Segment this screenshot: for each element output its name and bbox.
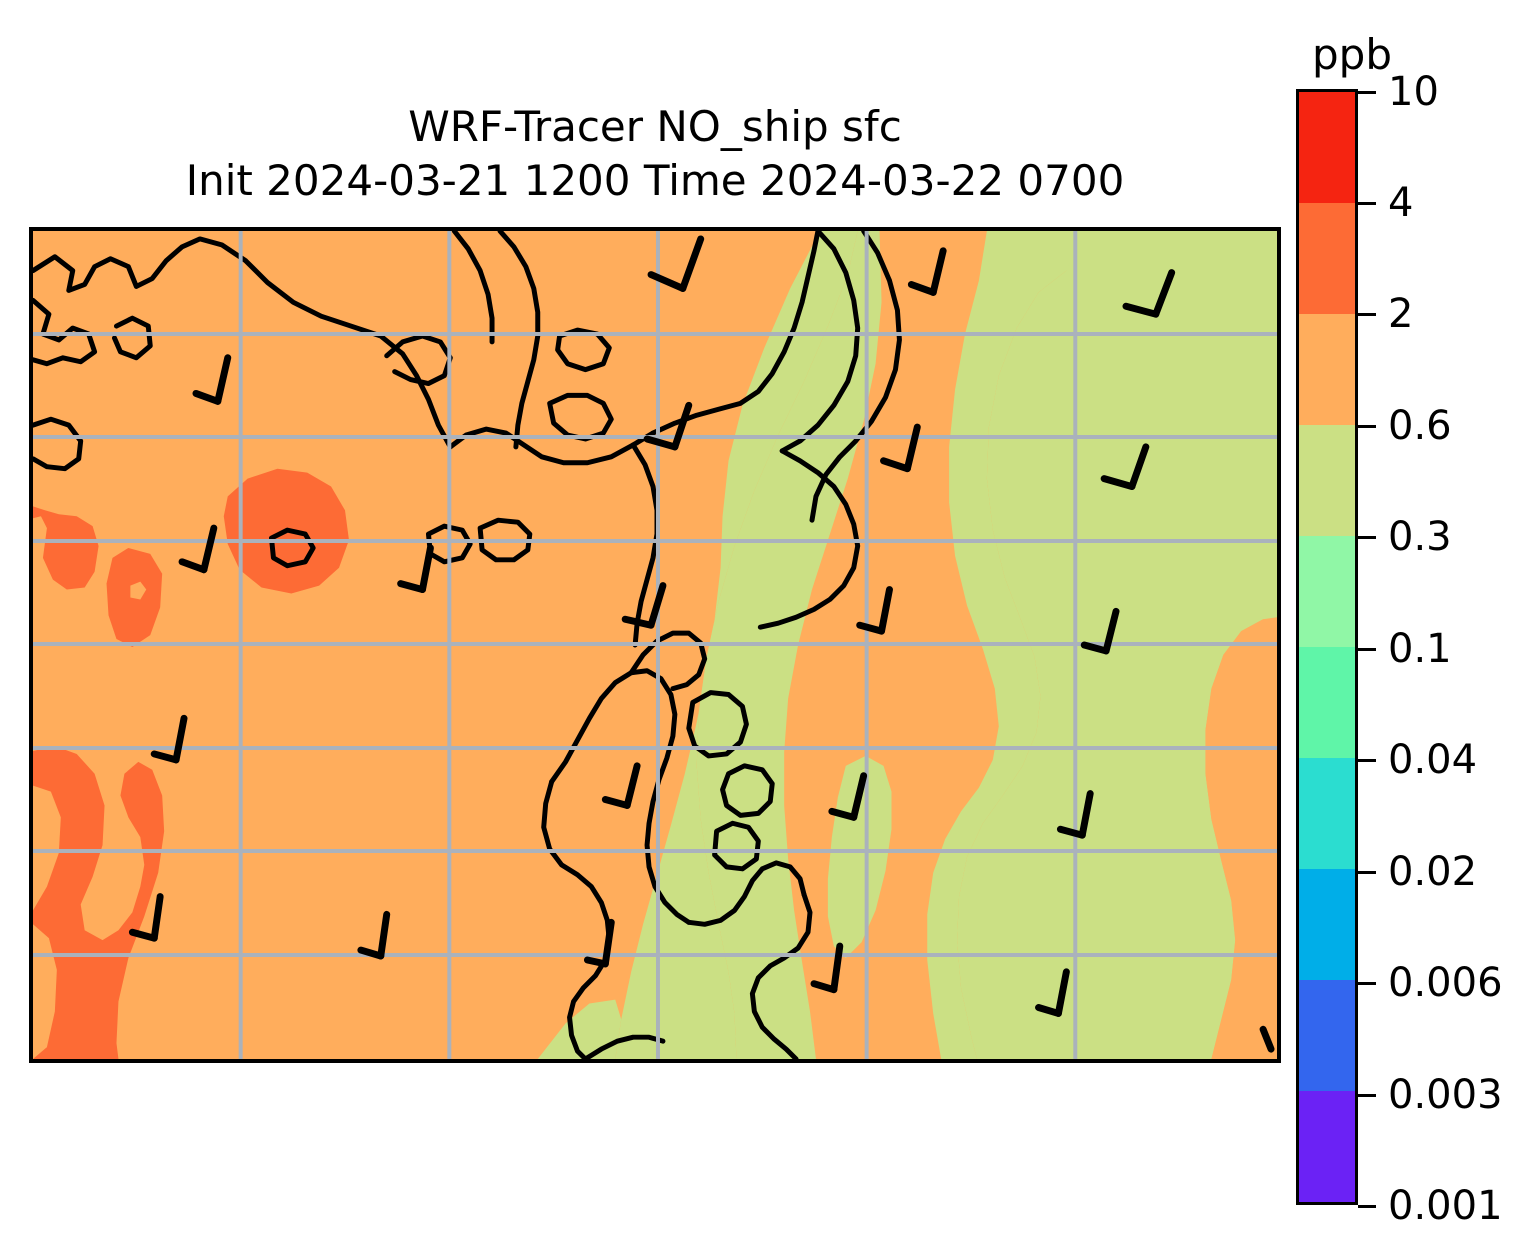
wind-barb (1056, 790, 1094, 839)
wind-barb (621, 582, 667, 629)
tick-label: 0.1 (1388, 626, 1452, 672)
tick-label: 0.02 (1388, 849, 1478, 895)
tick-mark (1358, 424, 1376, 428)
colorbar-tick: 0.006 (1358, 960, 1503, 1006)
tick-mark (1358, 1093, 1376, 1097)
colorbar-band-2-4 (1299, 203, 1355, 314)
colorbar-tick: 0.04 (1358, 737, 1477, 783)
tick-mark (1358, 90, 1376, 94)
wind-barb (1100, 443, 1150, 490)
colorbar-tick: 0.3 (1358, 514, 1452, 560)
colorbar-band-0.003-0.006 (1299, 980, 1355, 1091)
tick-label: 0.6 (1388, 403, 1452, 449)
page-title: WRF-Tracer NO_ship sfc Init 2024-03-21 1… (185, 102, 1125, 205)
wind-barb (907, 247, 947, 296)
tick-mark (1358, 870, 1376, 874)
wind-barb (583, 918, 615, 968)
wind-barb (357, 910, 391, 960)
tick-mark (1358, 201, 1376, 205)
colorbar-band-0.02-0.04 (1299, 758, 1355, 869)
colorbar-tick: 2 (1358, 291, 1413, 337)
colorbar-band-0.1-0.3 (1299, 536, 1355, 647)
tick-label: 10 (1388, 69, 1439, 115)
wind-barb (150, 714, 188, 764)
wind-barb (1035, 968, 1070, 1017)
wind-barb (1080, 607, 1120, 655)
colorbar-band-0.04-0.1 (1299, 647, 1355, 758)
colorbar-band-0.3-0.6 (1299, 425, 1355, 536)
wind-barb-layer (128, 235, 1275, 1053)
tick-label: 0.001 (1388, 1183, 1503, 1229)
colorbar-band-0.6-2 (1299, 314, 1355, 425)
tick-label: 4 (1388, 180, 1414, 226)
wind-barb (128, 893, 164, 942)
tick-label: 2 (1388, 291, 1414, 337)
tick-mark (1358, 981, 1376, 985)
map-plot-area[interactable] (29, 227, 1281, 1063)
wind-barb (1122, 269, 1176, 318)
tick-mark (1358, 1204, 1376, 1208)
tick-label: 0.006 (1388, 960, 1503, 1006)
tick-label: 0.04 (1388, 737, 1478, 783)
wind-barb (643, 401, 693, 451)
colorbar-band-0.006-0.02 (1299, 869, 1355, 980)
tick-label: 0.3 (1388, 514, 1452, 560)
colorbar-tick: 0.02 (1358, 849, 1477, 895)
wind-barb (856, 586, 893, 635)
wind-barb (828, 772, 868, 821)
wind-barb (192, 354, 232, 405)
tick-label: 0.003 (1388, 1072, 1503, 1118)
coastline-layer (33, 231, 902, 1059)
colorbar-tick: 0.001 (1358, 1183, 1503, 1229)
colorbar-tick: 0.1 (1358, 626, 1452, 672)
tick-mark (1358, 312, 1376, 316)
colorbar-band-0.001-0.003 (1299, 1091, 1355, 1202)
colorbar-tick: 0.6 (1358, 403, 1452, 449)
colorbar-tick: 0.003 (1358, 1072, 1503, 1118)
wind-barb (810, 942, 844, 994)
colorbar[interactable] (1296, 89, 1358, 1205)
latlon-grid-layer (33, 231, 1277, 1059)
tick-mark (1358, 758, 1376, 762)
wind-barb (880, 423, 921, 473)
tick-mark (1358, 647, 1376, 651)
wind-barb (601, 762, 641, 809)
wind-barb (647, 235, 705, 292)
colorbar-band-4-10 (1299, 92, 1355, 203)
colorbar-tick: 4 (1358, 180, 1413, 226)
wind-barb (397, 544, 434, 594)
tick-mark (1358, 535, 1376, 539)
wind-barb (1259, 1025, 1275, 1053)
wind-barb (178, 524, 218, 574)
colorbar-units-label: ppb (1312, 30, 1392, 79)
